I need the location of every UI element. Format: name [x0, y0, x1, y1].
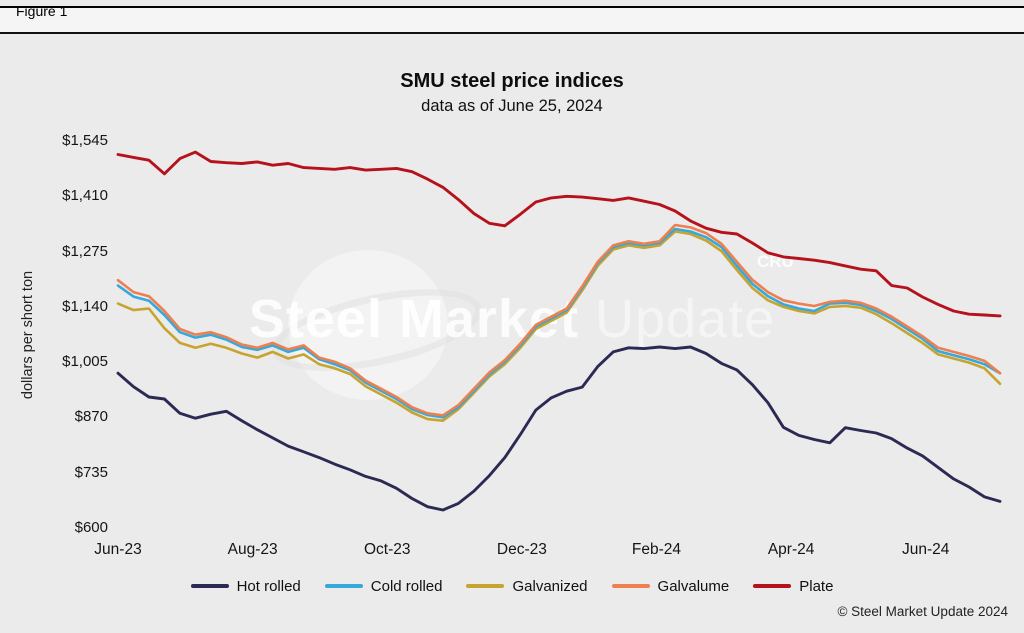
- x-tick-label: Apr-24: [767, 541, 815, 558]
- x-tick-label: Oct-23: [363, 541, 411, 558]
- x-tick-label: Jun-23: [94, 541, 142, 558]
- legend-label: Galvalume: [657, 577, 730, 595]
- legend-label: Cold rolled: [370, 577, 443, 595]
- chart-legend: Hot rolled Cold rolled Galvanized Galvalume…: [0, 572, 1024, 600]
- legend-item-hot-rolled: Hot rolled: [190, 577, 301, 595]
- figure-header-divider: [0, 6, 1024, 34]
- hot-rolled-swatch-icon: [190, 584, 229, 588]
- plate-swatch-icon: [753, 584, 792, 588]
- cold-rolled-line: [116, 227, 1002, 419]
- legend-label: Hot rolled: [236, 577, 301, 595]
- x-tick-label: Aug-23: [227, 541, 278, 558]
- figure-label: Figure 1: [16, 3, 68, 19]
- x-tick-label: Dec-23: [496, 541, 547, 558]
- legend-label: Plate: [799, 577, 834, 595]
- x-tick-label: Feb-24: [631, 541, 682, 558]
- hot-rolled-line: [116, 345, 1002, 512]
- galvanized-swatch-icon: [466, 584, 505, 588]
- legend-label: Galvanized: [512, 577, 588, 595]
- copyright-notice: © Steel Market Update 2024: [837, 604, 1008, 619]
- chart-title: SMU steel price indices: [400, 70, 624, 92]
- chart-subtitle: data as of June 25, 2024: [421, 97, 603, 115]
- y-tick-label: $735: [74, 463, 108, 481]
- y-tick-label: $870: [74, 408, 108, 426]
- x-tick-label: Jun-24: [902, 541, 950, 558]
- galvanized-line: [116, 230, 1002, 423]
- smu-globe-watermark-icon: [288, 250, 448, 400]
- legend-item-galvalume: Galvalume: [611, 577, 730, 595]
- y-tick-label: $1,410: [62, 187, 108, 205]
- y-tick-label: $1,545: [62, 132, 108, 149]
- y-tick-label: $1,140: [62, 297, 108, 315]
- galvalume-line: [116, 223, 1002, 417]
- legend-item-plate: Plate: [753, 578, 833, 595]
- legend-item-cold-rolled: Cold rolled: [324, 577, 443, 595]
- y-tick-label: $600: [74, 519, 108, 536]
- plate-line: [116, 150, 1002, 318]
- legend-item-galvanized: Galvanized: [466, 577, 588, 595]
- cold-rolled-swatch-icon: [324, 584, 363, 588]
- y-tick-label: $1,005: [62, 353, 108, 371]
- y-tick-label: $1,275: [62, 242, 108, 260]
- galvalume-swatch-icon: [611, 584, 650, 588]
